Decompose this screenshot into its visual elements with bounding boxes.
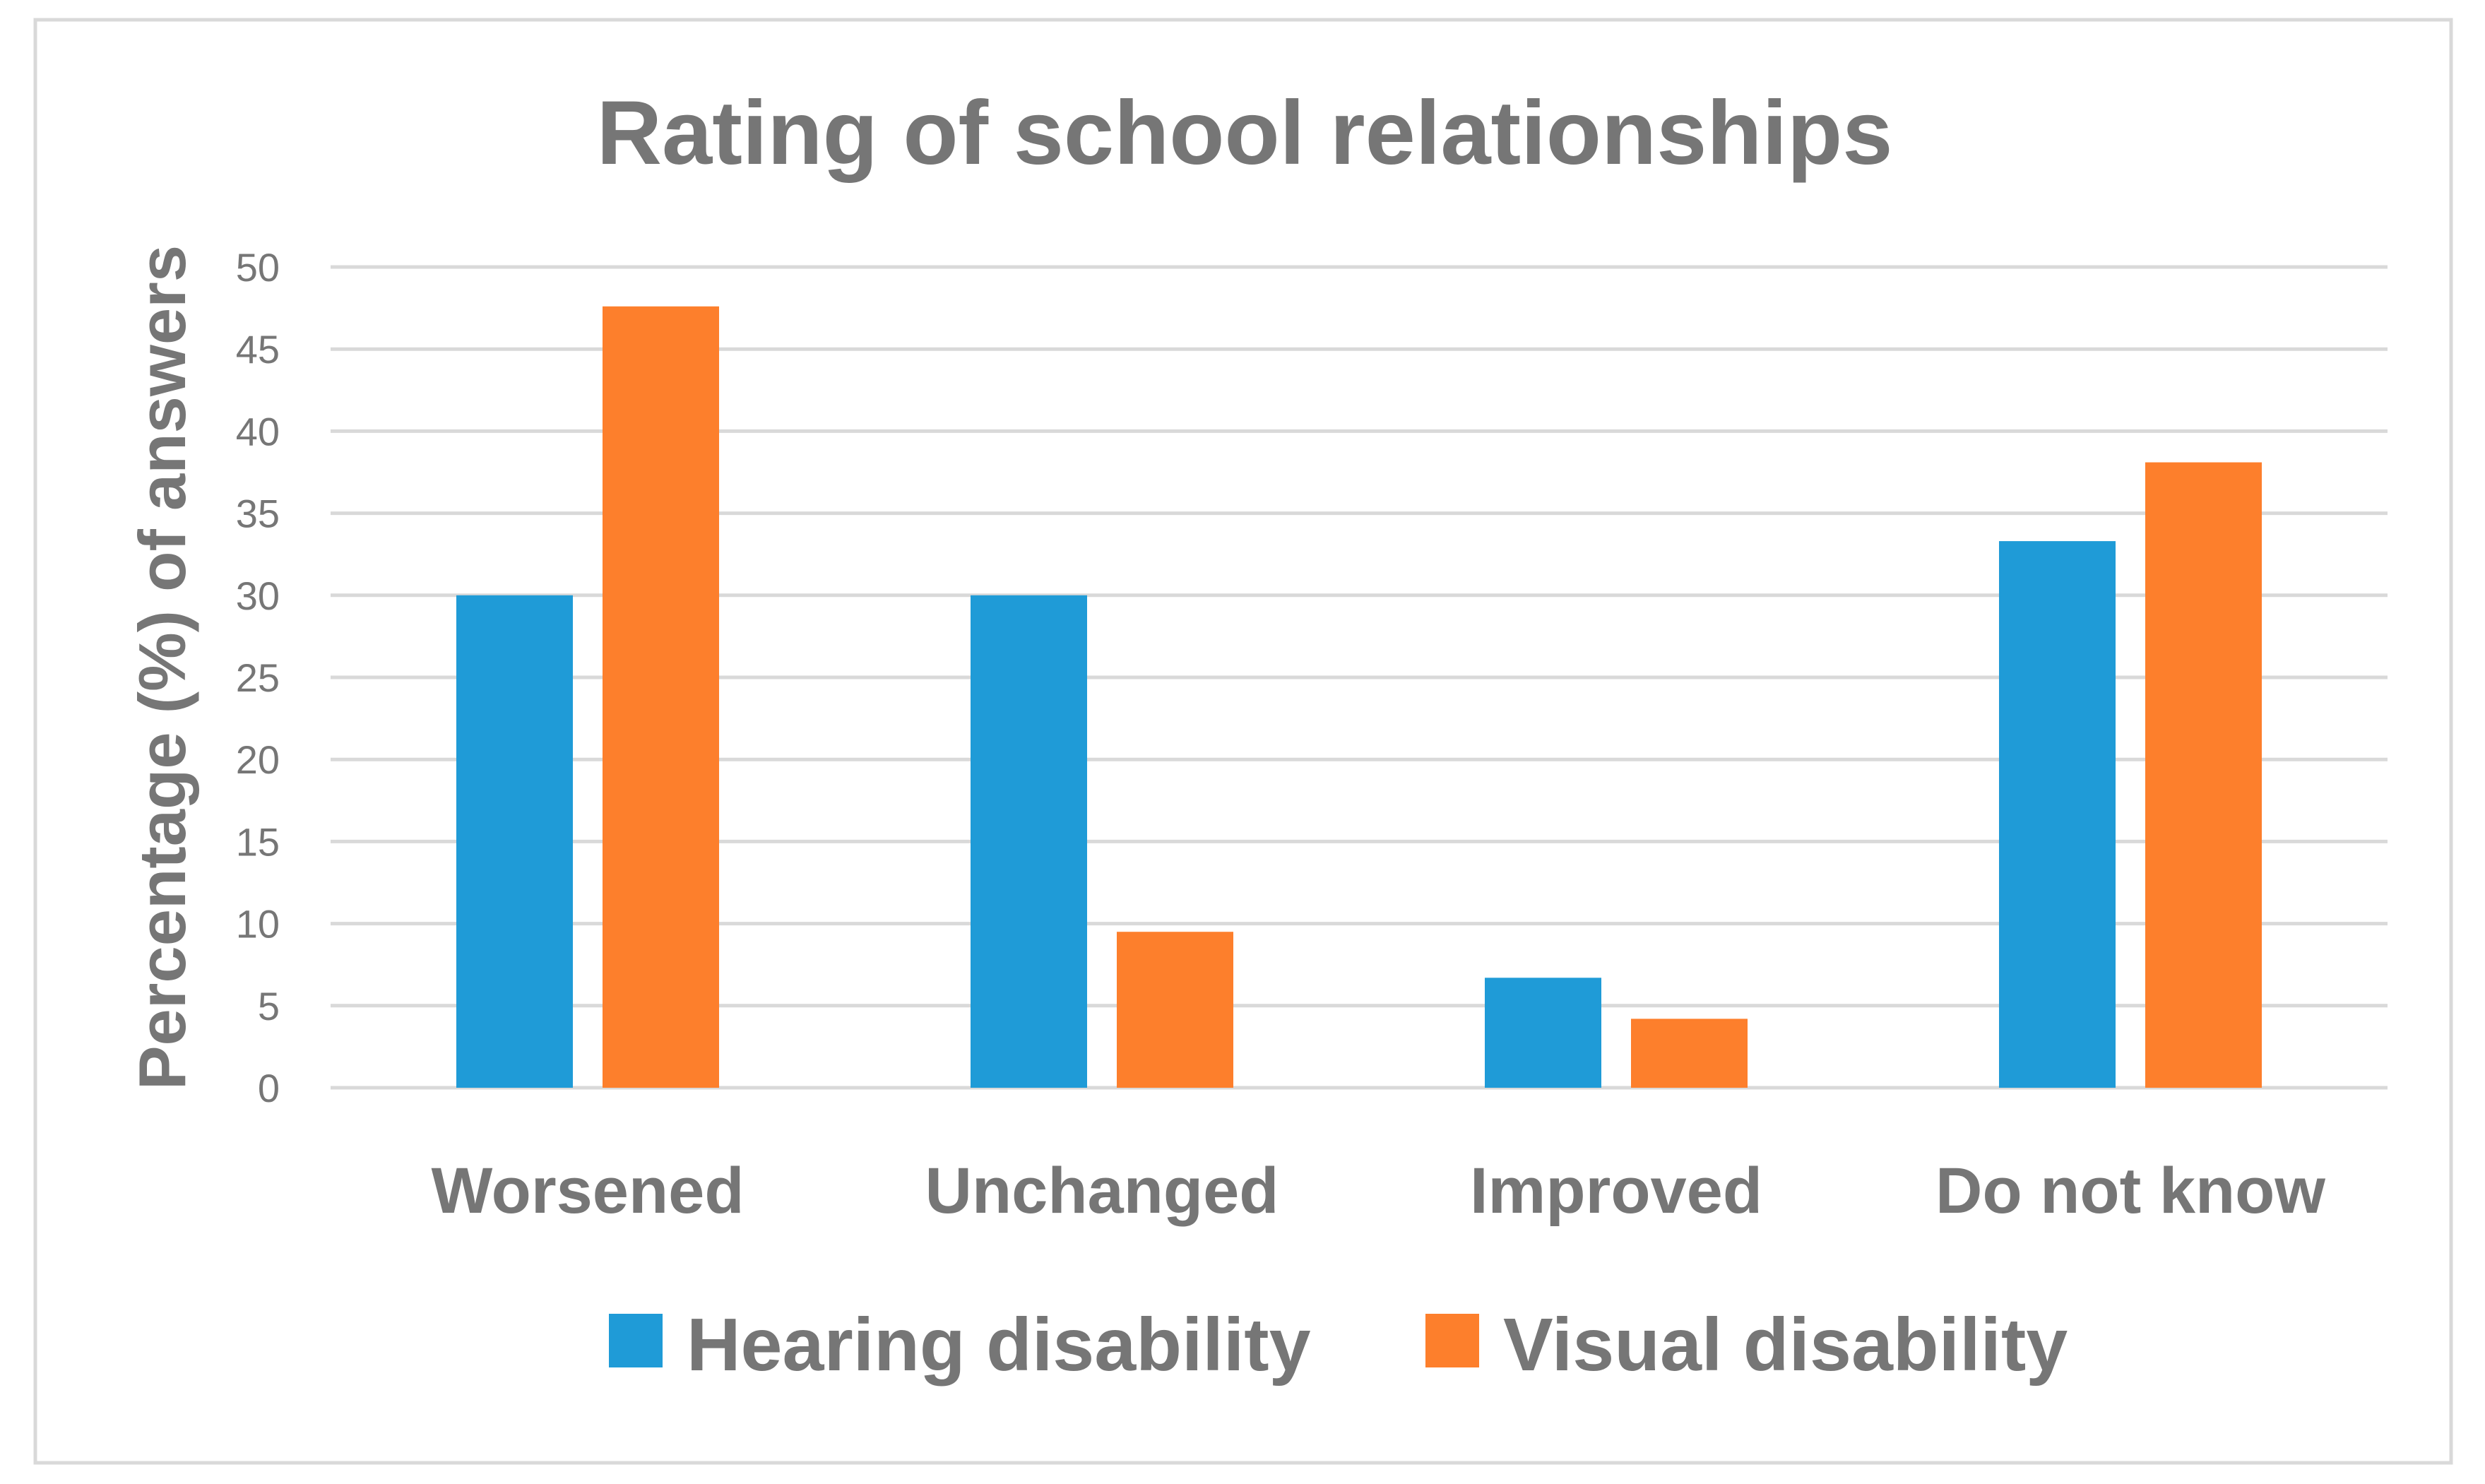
bar-visual-disability-do-not-know xyxy=(2145,462,2262,1088)
bar-visual-disability-improved xyxy=(1631,1019,1748,1088)
y-tick-label: 50 xyxy=(236,245,280,290)
y-tick-label: 45 xyxy=(236,327,280,372)
y-tick-labels: 0 5 10 15 20 25 30 35 40 45 50 xyxy=(236,245,280,1110)
y-tick-label: 0 xyxy=(258,1066,280,1110)
y-tick-label: 25 xyxy=(236,655,280,700)
y-tick-label: 30 xyxy=(236,574,280,618)
y-tick-label: 20 xyxy=(236,737,280,782)
bar-visual-disability-unchanged xyxy=(1117,932,1233,1088)
legend: Hearing disability Visual disability xyxy=(609,1303,2068,1387)
x-tick-label: Improved xyxy=(1470,1155,1762,1227)
y-tick-label: 10 xyxy=(236,902,280,946)
x-tick-label: Worsened xyxy=(431,1155,744,1227)
bar-hearing-disability-unchanged xyxy=(971,595,1087,1088)
x-tick-label: Do not know xyxy=(1935,1155,2325,1227)
bar-visual-disability-worsened xyxy=(603,306,719,1088)
y-tick-label: 15 xyxy=(236,819,280,864)
x-tick-labels: Worsened Unchanged Improved Do not know xyxy=(431,1155,2325,1227)
legend-label: Hearing disability xyxy=(687,1303,1311,1387)
y-tick-label: 40 xyxy=(236,409,280,453)
y-tick-label: 35 xyxy=(236,492,280,536)
y-tick-label: 5 xyxy=(258,984,280,1028)
chart-title: Rating of school relationships xyxy=(597,83,1893,184)
y-axis-label: Percentage (%) of answers xyxy=(125,245,199,1090)
bar-hearing-disability-worsened xyxy=(456,595,573,1088)
bars xyxy=(456,306,2262,1088)
bar-hearing-disability-do-not-know xyxy=(1999,541,2116,1088)
legend-label: Visual disability xyxy=(1503,1303,2068,1387)
x-tick-label: Unchanged xyxy=(925,1155,1279,1227)
bar-hearing-disability-improved xyxy=(1485,978,1601,1088)
legend-swatch xyxy=(609,1314,663,1367)
legend-swatch xyxy=(1425,1314,1479,1367)
